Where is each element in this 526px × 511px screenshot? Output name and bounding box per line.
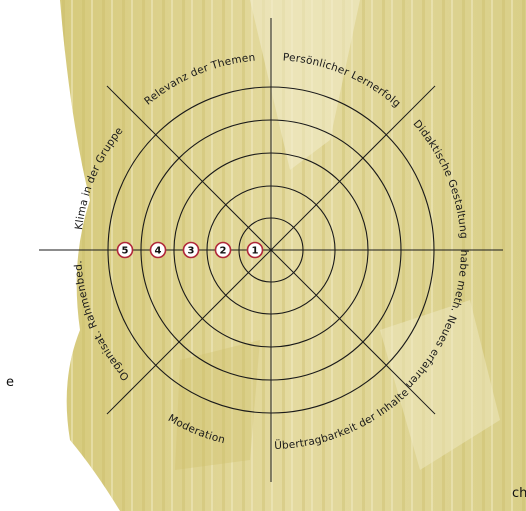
scale-badge-1: 1 — [246, 241, 264, 259]
disc-grid — [39, 18, 503, 482]
scale-badges: 1 2 3 4 5 — [116, 241, 264, 259]
scale-badge-3: 3 — [182, 241, 200, 259]
svg-text:4: 4 — [155, 246, 162, 257]
edge-text-fragment-bottom: cheibe — [512, 486, 526, 501]
svg-text:1: 1 — [252, 246, 259, 257]
scale-badge-4: 4 — [149, 241, 167, 259]
spoke-4 — [106, 85, 436, 415]
scale-badge-5: 5 — [116, 241, 134, 259]
scale-badge-2: 2 — [214, 241, 232, 259]
edge-text-fragment-left: e — [6, 375, 14, 390]
svg-text:5: 5 — [122, 246, 129, 257]
svg-text:2: 2 — [220, 246, 227, 257]
svg-text:3: 3 — [188, 246, 195, 257]
